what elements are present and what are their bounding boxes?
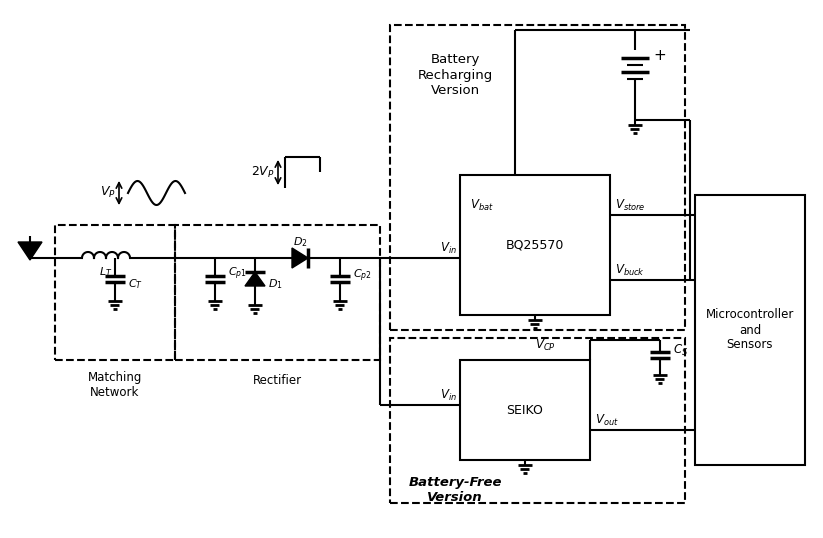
Bar xyxy=(695,195,805,465)
Text: $V_{out}$: $V_{out}$ xyxy=(595,413,619,428)
Bar xyxy=(55,225,175,360)
Bar xyxy=(460,175,610,315)
Text: $V_P$: $V_P$ xyxy=(100,185,116,200)
Text: $D_2$: $D_2$ xyxy=(293,235,307,249)
Bar xyxy=(390,25,685,330)
Text: $V_{bat}$: $V_{bat}$ xyxy=(470,197,494,213)
Text: $C_{p2}$: $C_{p2}$ xyxy=(353,268,372,284)
Text: $V_{buck}$: $V_{buck}$ xyxy=(615,263,645,278)
Text: $V_{in}$: $V_{in}$ xyxy=(440,387,457,402)
Text: Battery-Free
Version: Battery-Free Version xyxy=(408,476,502,504)
Text: $V_{CP}$: $V_{CP}$ xyxy=(535,337,556,352)
Bar xyxy=(390,338,685,503)
Text: Matching
Network: Matching Network xyxy=(88,371,142,399)
Text: $C_S$: $C_S$ xyxy=(673,343,688,358)
Polygon shape xyxy=(245,272,265,286)
Text: +: + xyxy=(653,47,666,62)
Text: SEIKO: SEIKO xyxy=(507,404,543,416)
Text: $V_{in}$: $V_{in}$ xyxy=(440,240,457,256)
Text: $C_T$: $C_T$ xyxy=(128,277,143,291)
Text: BQ25570: BQ25570 xyxy=(506,238,565,251)
Bar xyxy=(460,360,590,460)
Text: Microcontroller
and
Sensors: Microcontroller and Sensors xyxy=(706,308,794,351)
Text: Rectifier: Rectifier xyxy=(253,373,302,386)
Polygon shape xyxy=(292,248,308,268)
Text: $C_{p1}$: $C_{p1}$ xyxy=(228,266,247,282)
Bar xyxy=(175,225,380,360)
Polygon shape xyxy=(18,242,42,260)
Text: $L_T$: $L_T$ xyxy=(100,265,113,279)
Text: $D_1$: $D_1$ xyxy=(268,277,283,291)
Text: $V_{store}$: $V_{store}$ xyxy=(615,197,646,213)
Text: $2V_P$: $2V_P$ xyxy=(251,165,275,180)
Text: Battery
Recharging
Version: Battery Recharging Version xyxy=(417,53,493,96)
